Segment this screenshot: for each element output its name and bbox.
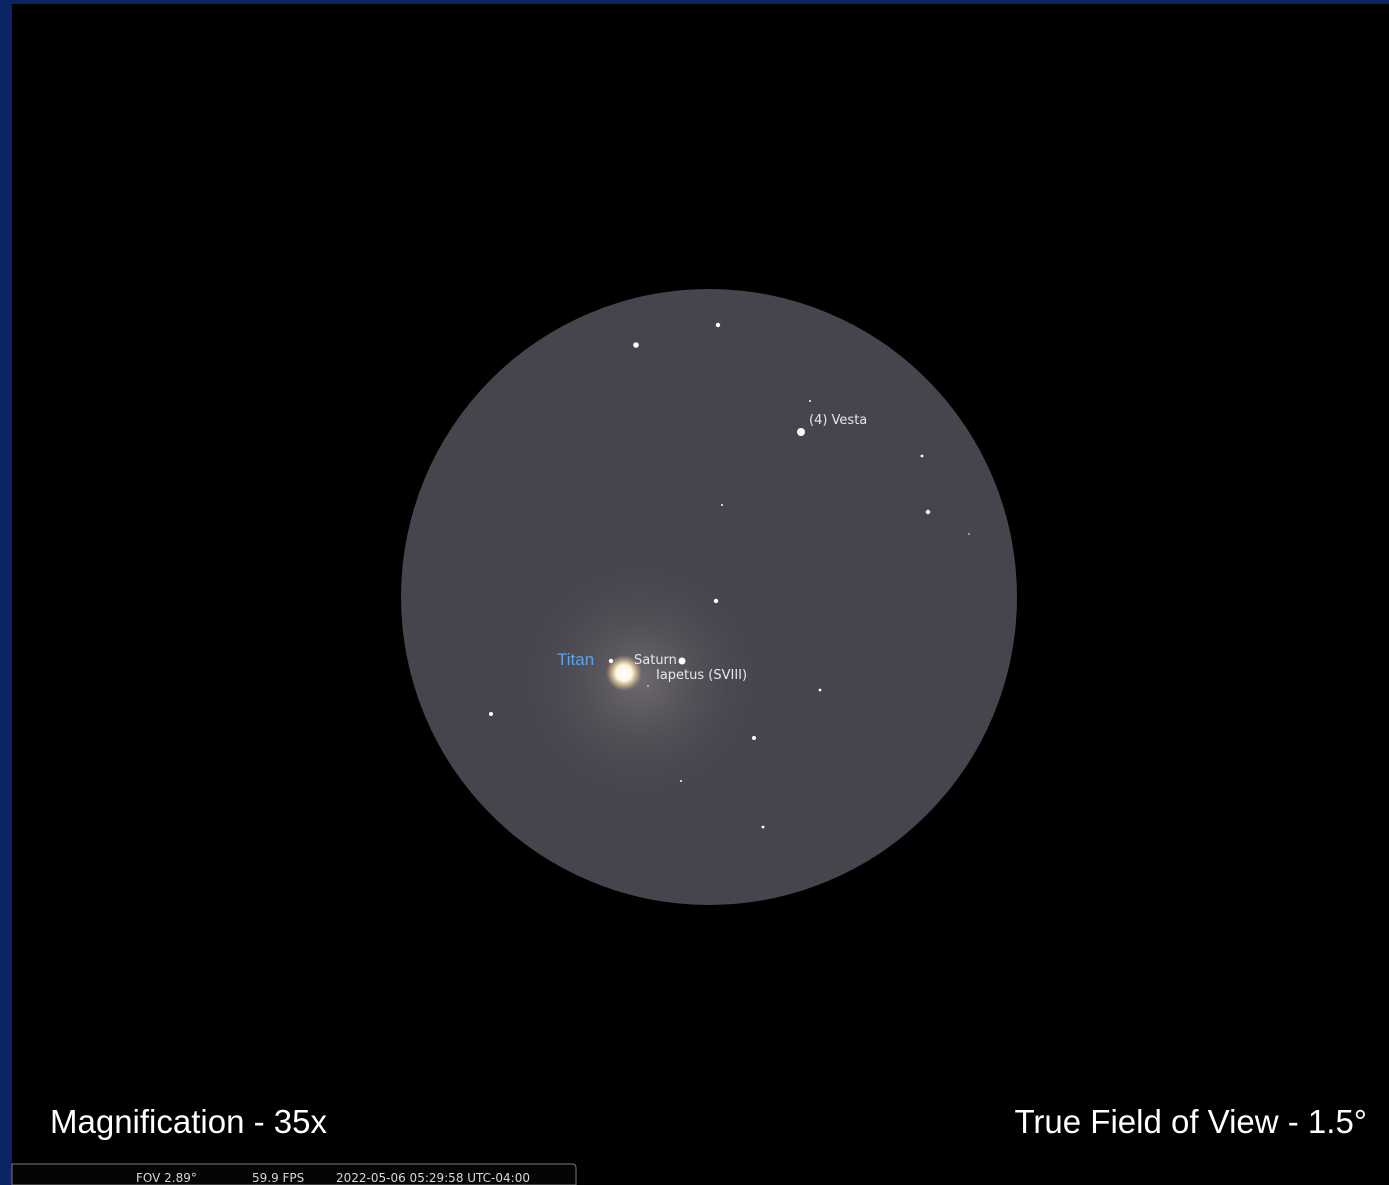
- moon[interactable]: [647, 685, 649, 687]
- fov-caption: True Field of View - 1.5°: [1014, 1103, 1367, 1140]
- star[interactable]: [489, 712, 493, 716]
- star[interactable]: [680, 780, 682, 782]
- star[interactable]: [968, 533, 970, 535]
- star[interactable]: [716, 323, 720, 327]
- screenshot: Titan Saturn Iapetus (SVIII) (4) Vesta M…: [0, 0, 1389, 1185]
- status-datetime: 2022-05-06 05:29:58 UTC-04:00: [336, 1171, 530, 1185]
- magnification-caption: Magnification - 35x: [50, 1103, 327, 1140]
- star[interactable]: [752, 736, 756, 740]
- page: Titan Saturn Iapetus (SVIII) (4) Vesta M…: [0, 0, 1389, 1185]
- star[interactable]: [819, 689, 822, 692]
- status-fps: 59.9 FPS: [252, 1171, 304, 1185]
- asteroid[interactable]: [797, 428, 805, 436]
- star[interactable]: [633, 342, 639, 348]
- status-fov: FOV 2.89°: [136, 1171, 197, 1185]
- star[interactable]: [762, 826, 765, 829]
- star[interactable]: [809, 400, 811, 402]
- iapetus-label: Iapetus (SVIII): [656, 668, 747, 683]
- titan-label: Titan: [557, 650, 594, 669]
- vesta-label: (4) Vesta: [809, 413, 867, 428]
- star[interactable]: [714, 599, 718, 603]
- saturn-label: Saturn: [634, 653, 677, 668]
- star[interactable]: [926, 510, 930, 514]
- star[interactable]: [721, 504, 723, 506]
- moon[interactable]: [679, 658, 686, 665]
- star[interactable]: [921, 455, 924, 458]
